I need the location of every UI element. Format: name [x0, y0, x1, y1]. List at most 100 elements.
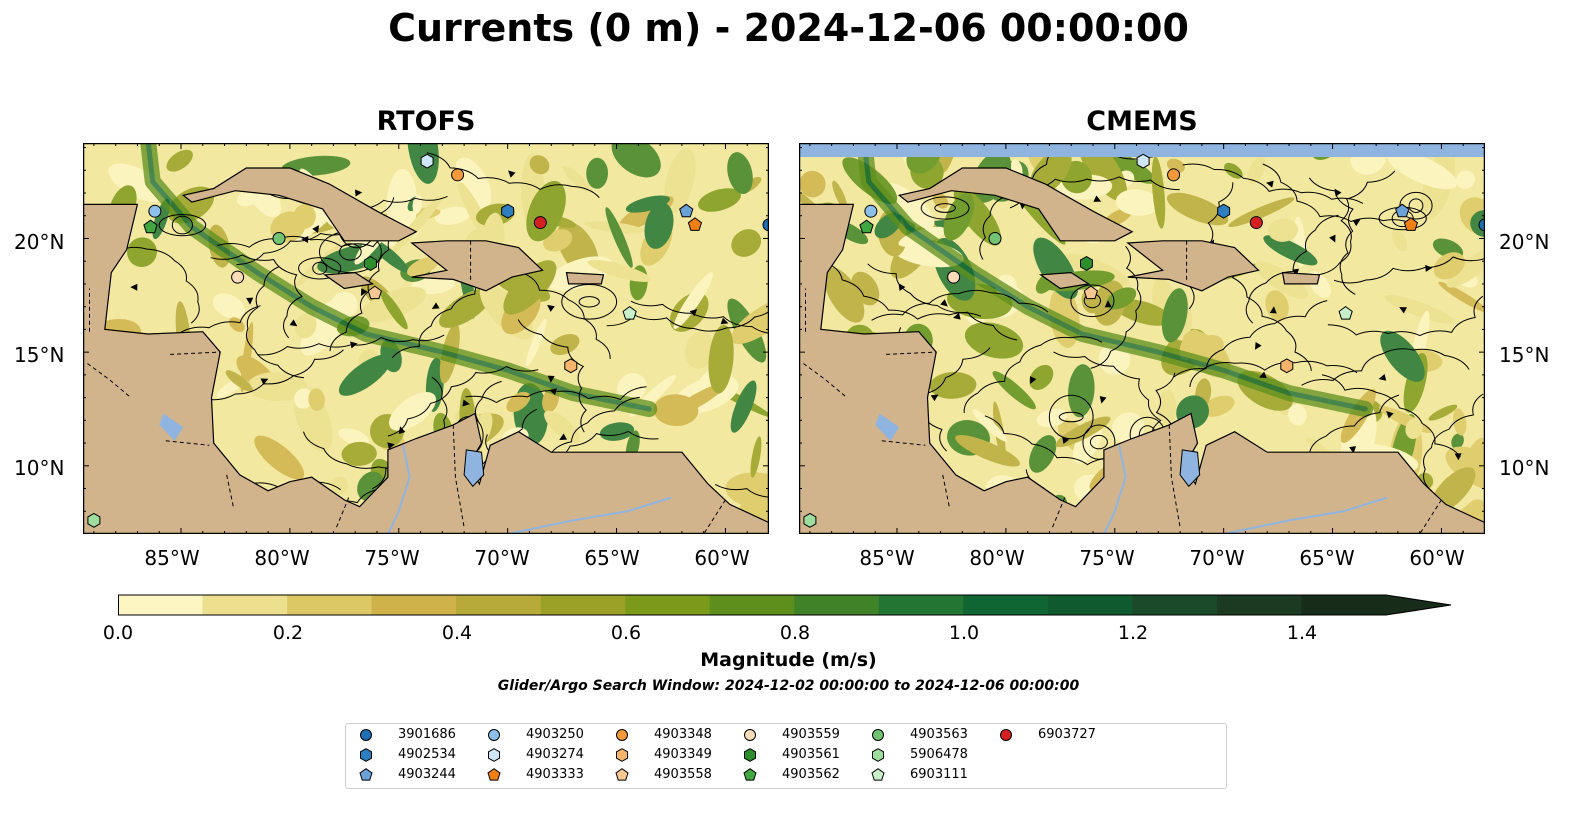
legend-label: 4902534 [398, 747, 456, 762]
colorbar-segment [456, 595, 542, 615]
float-marker-4903333 [1403, 217, 1419, 231]
float-marker-4903562 [859, 219, 874, 234]
legend-label: 4903250 [526, 727, 584, 742]
legend-label: 4903562 [782, 767, 840, 782]
legend-marker-icon [488, 748, 500, 762]
rivers [386, 445, 672, 534]
colorbar-tick: 1.2 [1117, 622, 1149, 644]
float-marker-4903274 [1136, 153, 1150, 169]
caribbean-current-band [140, 143, 658, 417]
colorbar-tick: 1.4 [1286, 622, 1318, 644]
colorbar-segment [1216, 595, 1302, 615]
float-marker-5906478 [803, 512, 817, 528]
legend-marker-icon [616, 729, 628, 741]
lon-tick-cmems-80: 80°W [969, 546, 1025, 570]
legend-label: 6903727 [1038, 727, 1096, 742]
float-marker-4903244 [679, 203, 694, 218]
colorbar-tick: 1.0 [948, 622, 980, 644]
lake-nicaragua [159, 413, 184, 441]
map-svg [799, 143, 1485, 534]
land-cuba [181, 167, 418, 242]
caribbean-current-band [856, 143, 1374, 417]
map-panel-cmems [799, 143, 1485, 534]
lon-tick-cmems-65: 65°W [1299, 546, 1355, 570]
legend-marker-hexagon [744, 748, 756, 762]
legend-label: 4903563 [910, 727, 968, 742]
legend-marker-hexagon [872, 748, 884, 762]
legend-marker-icon [744, 748, 756, 762]
float-marker-4902534 [501, 203, 515, 219]
legend-marker-circle [1000, 729, 1012, 741]
colorbar-segment [1132, 595, 1218, 615]
legend-marker-pentagon [871, 768, 885, 781]
colorbar-segment [878, 595, 964, 615]
legend-label: 4903244 [398, 767, 456, 782]
colorbar-label: Magnitude (m/s) [700, 649, 877, 671]
float-marker-4902534 [1217, 203, 1231, 219]
colorbar-segment [540, 595, 626, 615]
float-marker-4903333 [687, 217, 703, 231]
legend-marker-icon [872, 748, 884, 762]
float-marker-4903563 [988, 231, 1002, 245]
colorbar-tick: 0.2 [272, 622, 304, 644]
land-masses [83, 167, 769, 534]
legend-marker-icon [1000, 729, 1012, 741]
frame-ticks [799, 143, 1485, 534]
colorbar [118, 594, 1453, 620]
float-marker-4903563 [272, 231, 286, 245]
colorbar-segment [709, 595, 795, 615]
lon-tick-rtofs-75: 75°W [364, 546, 420, 570]
float-marker-4903349 [1280, 358, 1294, 374]
lon-tick-cmems-70: 70°W [1189, 546, 1245, 570]
lake-nicaragua [875, 413, 900, 441]
lon-tick-rtofs-80: 80°W [254, 546, 310, 570]
float-marker-4903562 [143, 219, 158, 234]
legend-marker-circle [616, 729, 628, 741]
float-marker-4903561 [364, 256, 377, 271]
lon-tick-cmems-85: 85°W [859, 546, 915, 570]
legend-marker-icon [487, 768, 501, 781]
float-marker-4903244 [1395, 203, 1410, 218]
no-data-band [799, 143, 1485, 157]
lon-tick-cmems-75: 75°W [1079, 546, 1135, 570]
colorbar-segment [794, 595, 880, 615]
legend-label: 4903558 [654, 767, 712, 782]
float-marker-4903348 [1167, 168, 1181, 182]
legend-marker-icon [360, 729, 372, 741]
map-svg [83, 143, 769, 534]
lat-tick-right-15: 15°N [1499, 343, 1550, 367]
search-window-note: Glider/Argo Search Window: 2024-12-02 00… [497, 678, 1080, 694]
float-marker-6903727 [1249, 216, 1263, 230]
country-borders [87, 240, 726, 534]
legend-marker-icon [616, 748, 628, 762]
land-jamaica [1038, 271, 1091, 290]
float-marker-5906478 [87, 512, 101, 528]
colorbar-svg [118, 594, 1452, 616]
legend-label: 4903349 [654, 747, 712, 762]
panel-title-cmems: CMEMS [1086, 106, 1198, 137]
colorbar-tick: 0.8 [779, 622, 811, 644]
legend-label: 4903348 [654, 727, 712, 742]
lake-maracaibo [1179, 449, 1201, 488]
float-marker-4903561 [1080, 256, 1093, 271]
colorbar-segment [1301, 595, 1387, 615]
colorbar-extend-arrow [1386, 595, 1451, 615]
legend-marker-pentagon [487, 768, 501, 781]
map-panel-rtofs [83, 143, 769, 534]
legend-marker-icon [743, 768, 757, 781]
colorbar-segment [118, 595, 204, 615]
land-yucatan [83, 203, 769, 534]
legend-label: 5906478 [910, 747, 968, 762]
colorbar-segment [625, 595, 711, 615]
legend-label: 4903559 [782, 727, 840, 742]
legend-marker-pentagon [359, 768, 373, 781]
legend-marker-icon [744, 729, 756, 741]
land-puertorico [565, 271, 605, 285]
rivers [1102, 445, 1388, 534]
legend-label: 4903561 [782, 747, 840, 762]
colorbar-tick: 0.6 [610, 622, 642, 644]
land-hispaniola [410, 240, 544, 292]
legend-marker-icon [359, 768, 373, 781]
legend-label: 4903333 [526, 767, 584, 782]
legend-marker-hexagon [616, 748, 628, 762]
